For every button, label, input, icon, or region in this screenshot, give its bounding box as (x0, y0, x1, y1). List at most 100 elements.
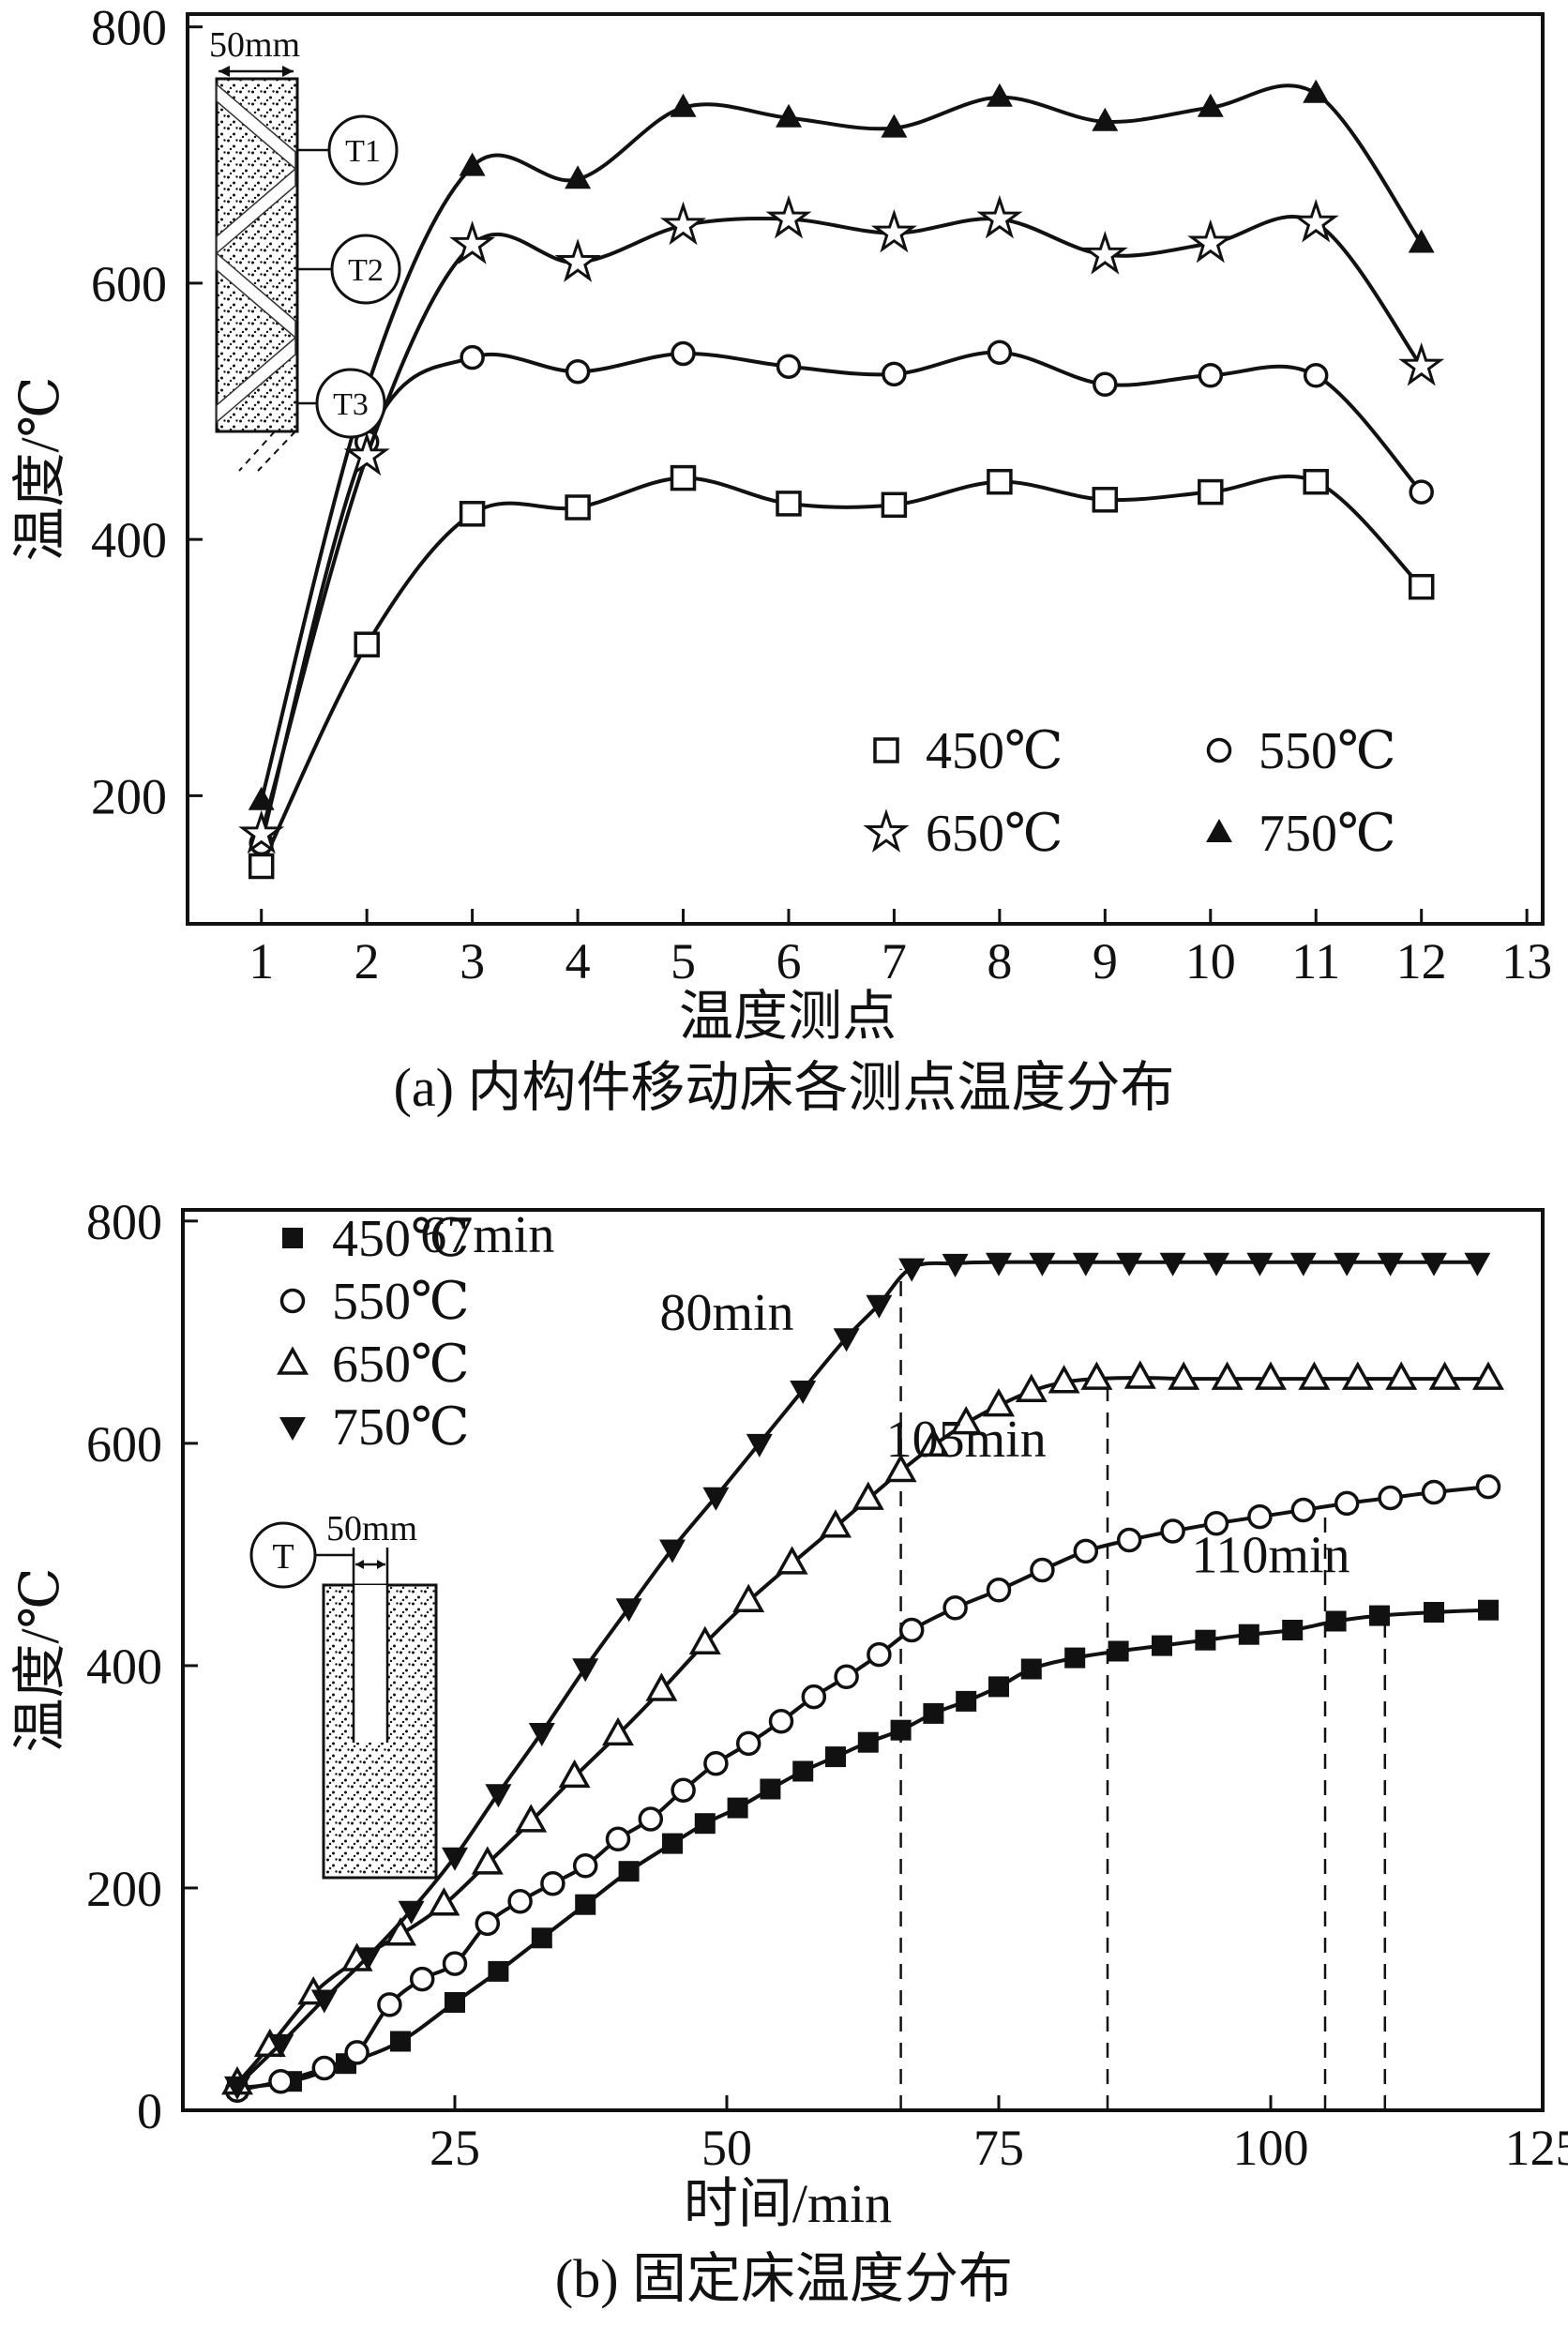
marker-triangle-down-filled (1116, 1252, 1143, 1276)
marker-triangle-up-filled (459, 152, 486, 176)
x-tick-label: 13 (1501, 933, 1552, 989)
inset-a-width-arrow (219, 66, 294, 77)
marker-square-filled (727, 1797, 748, 1819)
series-markers-750℃ (224, 1252, 1491, 2100)
marker-circle-open (1303, 363, 1329, 388)
y-tick-label: 200 (86, 1861, 162, 1917)
marker-square-filled (1108, 1640, 1129, 1662)
legend-item-750℃: 750℃ (279, 1398, 470, 1457)
annotation-67min: 67min (420, 1206, 554, 1264)
marker-circle-open (344, 2040, 369, 2065)
marker-circle-open (1206, 737, 1232, 763)
marker-triangle-up-open (645, 1672, 678, 1701)
x-tick-label: 125 (1505, 2120, 1568, 2176)
marker-triangle-up-open (983, 1388, 1015, 1417)
marker-triangle-up-open (776, 1546, 808, 1575)
marker-square-open (354, 631, 380, 657)
marker-star-open (870, 208, 917, 253)
marker-triangle-up-open (852, 1481, 884, 1510)
bed-outlet-dashes (238, 430, 296, 472)
series-markers-450℃ (248, 464, 1435, 880)
marker-square-filled (282, 1228, 303, 1248)
marker-square-open (987, 468, 1013, 495)
marker-triangle-down-filled (1029, 1252, 1056, 1276)
marker-triangle-down-filled (485, 1784, 512, 1808)
marker-triangle-down-filled (790, 1381, 817, 1404)
marker-square-filled (390, 2031, 411, 2052)
marker-square-open (873, 737, 899, 763)
marker-square-filled (1020, 1658, 1042, 1680)
plot-frame (186, 12, 1545, 926)
marker-circle-open (1198, 363, 1224, 388)
marker-square-filled (988, 1676, 1009, 1698)
x-tick-label: 5 (671, 933, 696, 989)
legend-item-450℃: 450℃ (873, 722, 1063, 780)
legend-item-650℃: 650℃ (277, 1336, 470, 1394)
y-tick-label: 400 (91, 512, 167, 568)
marker-triangle-up-filled (776, 103, 802, 128)
legend-item-550℃: 550℃ (279, 1273, 470, 1331)
x-tick-label: 75 (973, 2120, 1024, 2176)
marker-circle-open (409, 1966, 435, 1992)
marker-triangle-up-filled (1092, 107, 1119, 131)
marker-star-open (238, 809, 285, 854)
legend-item-750℃: 750℃ (1206, 805, 1396, 863)
marker-triangle-up-open (884, 1453, 917, 1483)
series-line-450℃ (259, 474, 1424, 868)
marker-triangle-up-open (1341, 1361, 1374, 1390)
marker-triangle-down-filled (279, 1417, 306, 1441)
marker-triangle-up-open (558, 1759, 591, 1789)
legend-label: 450℃ (332, 1210, 470, 1268)
inset-a-width-label: 50mm (209, 28, 300, 65)
marker-star-open (976, 194, 1023, 239)
marker-square-filled (1282, 1620, 1304, 1640)
marker-square-filled (956, 1690, 977, 1712)
marker-circle-open (671, 340, 696, 367)
marker-circle-open (834, 1664, 859, 1690)
marker-circle-open (671, 1777, 696, 1803)
legend-item-650℃: 650℃ (863, 805, 1063, 863)
marker-triangle-down-filled (659, 1539, 686, 1563)
y-tick-label: 600 (91, 256, 167, 312)
marker-square-filled (488, 1960, 509, 1982)
marker-triangle-up-open (471, 1846, 504, 1875)
marker-triangle-up-open (1015, 1373, 1048, 1402)
y-tick-label: 800 (91, 0, 167, 56)
marker-triangle-up-open (1385, 1361, 1418, 1390)
marker-circle-open (1421, 1479, 1447, 1505)
marker-triangle-down-filled (1289, 1252, 1317, 1276)
marker-star-open (765, 194, 812, 239)
marker-circle-open (942, 1595, 968, 1621)
marker-square-filled (694, 1813, 716, 1835)
y-tick-label: 800 (86, 1194, 162, 1250)
marker-circle-open (1290, 1497, 1317, 1523)
marker-circle-open (1409, 479, 1434, 505)
x-tick-label: 50 (701, 2120, 752, 2176)
marker-triangle-down-filled (528, 1723, 555, 1746)
marker-square-open (565, 494, 591, 521)
marker-triangle-down-filled (224, 2076, 250, 2100)
x-tick-label: 6 (776, 933, 801, 989)
thermocouple-well (354, 1585, 387, 1743)
marker-square-filled (857, 1731, 879, 1753)
legend-label: 550℃ (1259, 722, 1396, 780)
legend-label: 750℃ (1259, 805, 1396, 863)
marker-triangle-up-open (1211, 1361, 1244, 1390)
marker-square-filled (923, 1702, 944, 1724)
marker-star-open (449, 220, 496, 264)
series-markers-450℃ (227, 1599, 1499, 2099)
bed-baffles (216, 83, 296, 424)
marker-square-filled (1478, 1599, 1499, 1621)
marker-square-open (1408, 573, 1435, 600)
marker-square-filled (1238, 1624, 1259, 1645)
marker-square-filled (1369, 1605, 1390, 1626)
marker-triangle-down-filled (1464, 1252, 1491, 1276)
marker-circle-open (1116, 1527, 1142, 1553)
marker-circle-open (460, 344, 485, 370)
marker-circle-open (1475, 1473, 1501, 1500)
marker-square-filled (1195, 1629, 1216, 1651)
probe-t1-label: T1 (345, 134, 381, 169)
marker-triangle-up-open (1472, 1361, 1504, 1390)
marker-circle-open (1203, 1510, 1229, 1536)
